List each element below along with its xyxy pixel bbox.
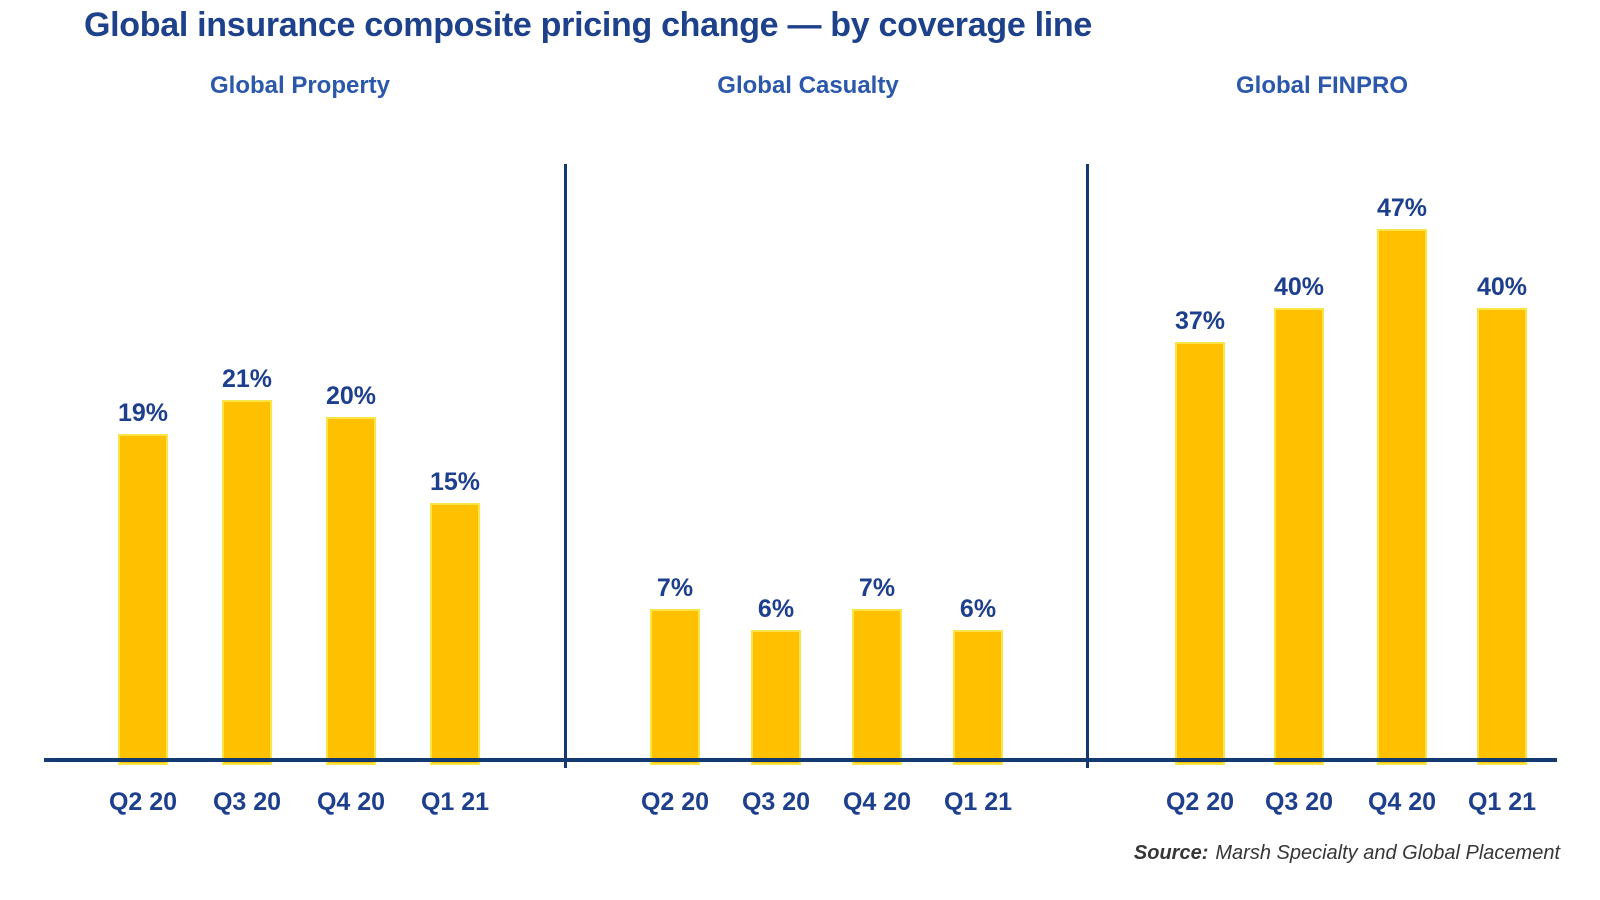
bar bbox=[222, 400, 272, 765]
x-axis-tick-label: Q4 20 bbox=[842, 788, 912, 816]
x-axis-tick-label: Q1 21 bbox=[1467, 788, 1537, 816]
bar bbox=[953, 630, 1003, 765]
bar-value-label: 19% bbox=[117, 399, 169, 427]
x-axis-tick-label: Q2 20 bbox=[108, 788, 178, 816]
bar-value-label: 6% bbox=[959, 595, 997, 623]
x-axis-tick-label: Q4 20 bbox=[316, 788, 386, 816]
bar bbox=[751, 630, 801, 765]
bar-value-label: 15% bbox=[429, 468, 481, 496]
bar-value-label: 7% bbox=[656, 574, 694, 602]
bar bbox=[118, 434, 168, 765]
x-axis-tick-label: Q3 20 bbox=[1264, 788, 1334, 816]
x-axis-tick-label: Q1 21 bbox=[420, 788, 490, 816]
chart-title: Global insurance composite pricing chang… bbox=[84, 6, 1092, 44]
bar bbox=[1377, 229, 1427, 765]
panel-header-global-property: Global Property bbox=[209, 72, 391, 99]
x-axis-tick-label: Q2 20 bbox=[640, 788, 710, 816]
x-axis-tick-label: Q3 20 bbox=[212, 788, 282, 816]
bar bbox=[1477, 308, 1527, 765]
x-axis-line bbox=[44, 758, 1557, 762]
bar-value-label: 6% bbox=[757, 595, 795, 623]
bar bbox=[430, 503, 480, 765]
source-text: Marsh Specialty and Global Placement bbox=[1215, 842, 1560, 864]
x-axis-tick-label: Q4 20 bbox=[1367, 788, 1437, 816]
bar-value-label: 7% bbox=[858, 574, 896, 602]
panel-separator-2 bbox=[1086, 164, 1089, 768]
panel-separator-1 bbox=[564, 164, 567, 768]
bar bbox=[326, 417, 376, 765]
panel-header-global-casualty: Global Casualty bbox=[717, 72, 899, 99]
x-axis-tick-label: Q1 21 bbox=[943, 788, 1013, 816]
bar bbox=[1175, 342, 1225, 765]
bar bbox=[650, 609, 700, 765]
bar-value-label: 40% bbox=[1273, 273, 1325, 301]
bar-value-label: 40% bbox=[1476, 273, 1528, 301]
x-axis-tick-label: Q3 20 bbox=[741, 788, 811, 816]
source-label: Source: bbox=[1133, 842, 1209, 864]
x-axis-tick-label: Q2 20 bbox=[1165, 788, 1235, 816]
panel-header-global-finpro: Global FINPRO bbox=[1235, 72, 1409, 99]
bar bbox=[1274, 308, 1324, 765]
bar-value-label: 37% bbox=[1174, 307, 1226, 335]
bar-value-label: 20% bbox=[325, 382, 377, 410]
bar-value-label: 47% bbox=[1376, 194, 1428, 222]
bar-value-label: 21% bbox=[221, 365, 273, 393]
source-note: Source: Marsh Specialty and Global Placem… bbox=[1134, 842, 1560, 865]
bar bbox=[852, 609, 902, 765]
